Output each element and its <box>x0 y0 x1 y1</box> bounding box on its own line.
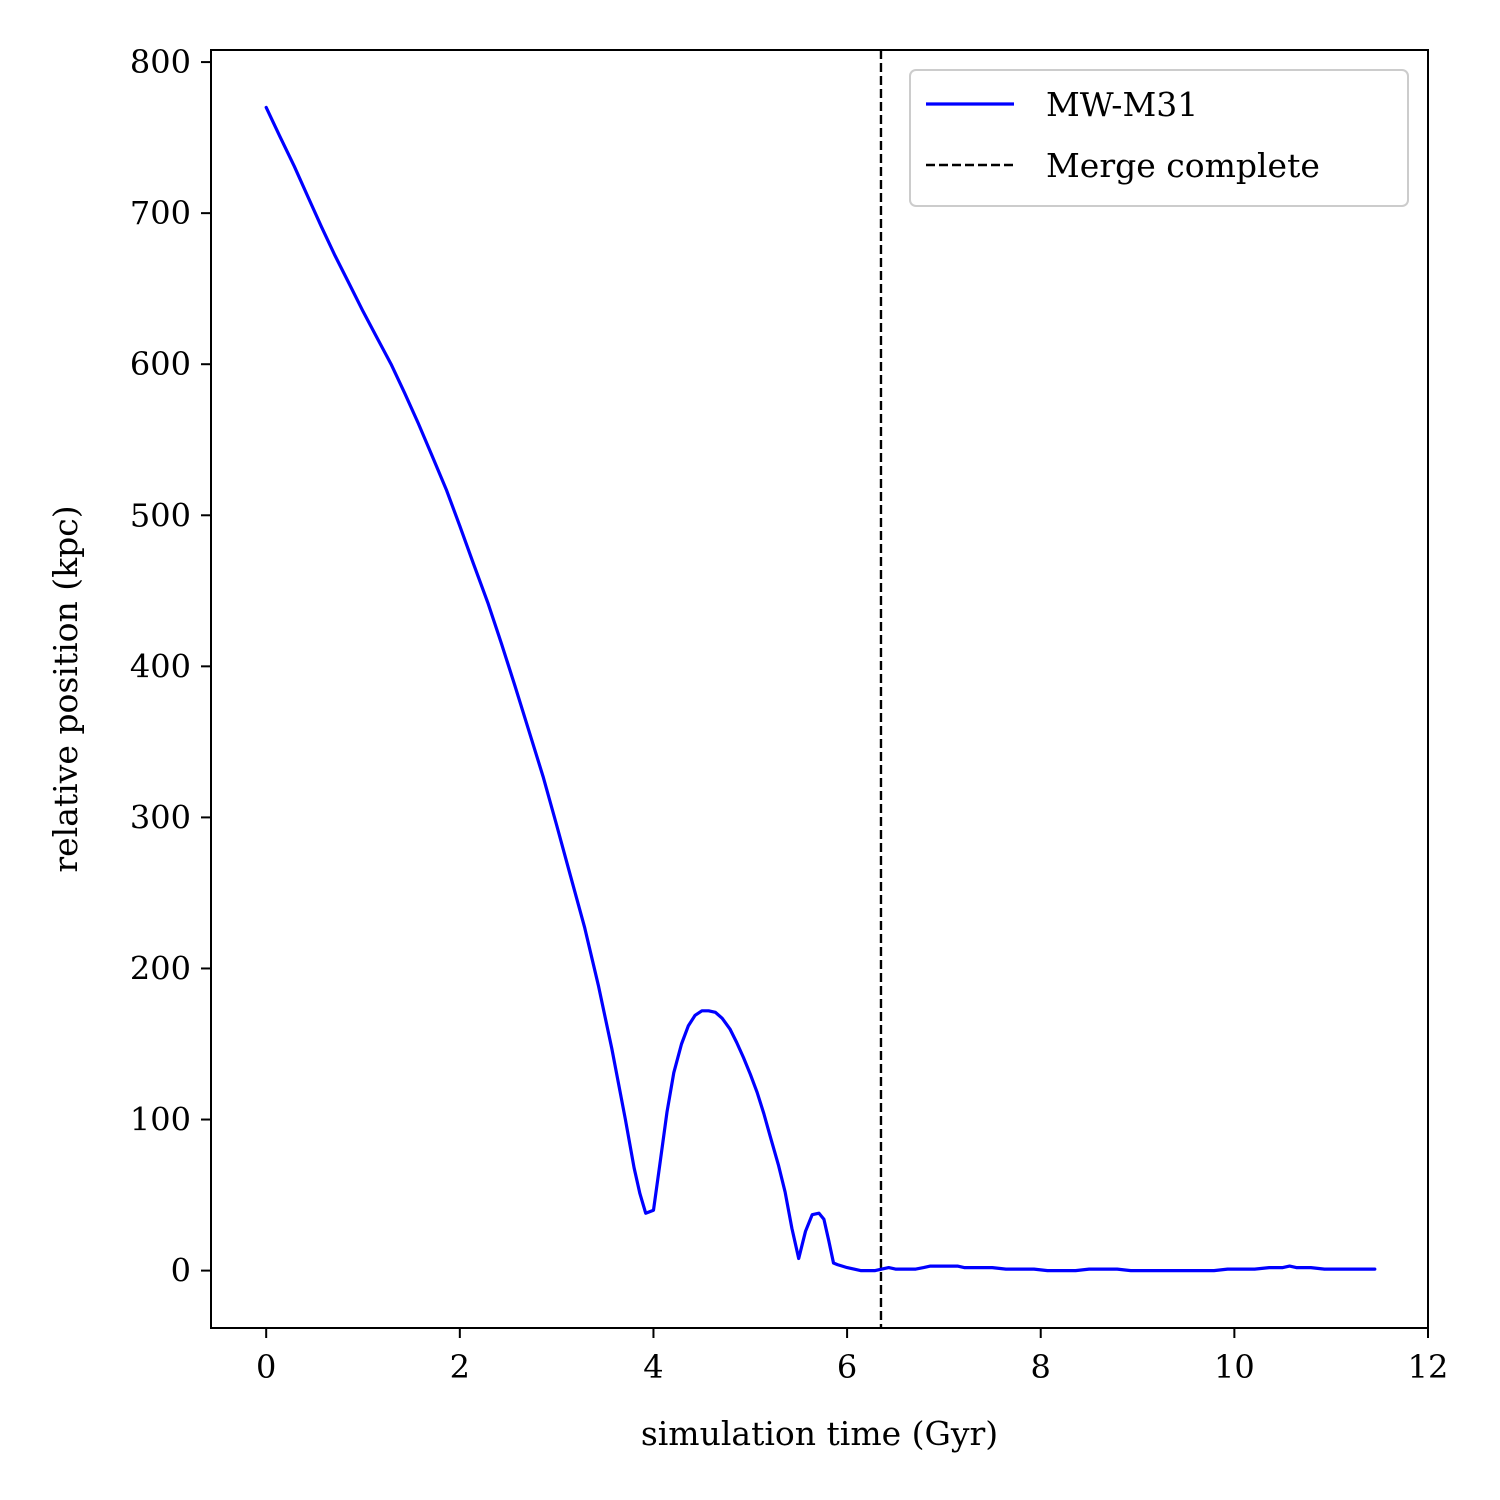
legend-label-merge-complete: Merge complete <box>1046 146 1320 185</box>
series-layer <box>264 105 1377 1273</box>
x-tick-label: 4 <box>643 1348 663 1386</box>
x-axis-ticks: 0 2 4 6 8 10 12 <box>256 1328 1448 1386</box>
y-tick-label: 0 <box>171 1252 191 1290</box>
y-axis-ticks: 0 100 200 300 400 500 600 700 800 <box>130 43 211 1290</box>
x-tick-label: 6 <box>837 1348 857 1386</box>
y-tick-label: 100 <box>130 1101 191 1139</box>
x-tick-label: 8 <box>1031 1348 1051 1386</box>
y-tick-label: 200 <box>130 949 191 987</box>
legend-label-mw-m31: MW-M31 <box>1046 85 1198 124</box>
y-tick-label: 500 <box>130 496 191 534</box>
legend-box <box>909 69 1409 207</box>
x-tick-label: 0 <box>256 1348 276 1386</box>
y-tick-label: 600 <box>130 345 191 383</box>
x-axis-label: simulation time (Gyr) <box>641 1414 998 1453</box>
x-tick-label: 12 <box>1408 1348 1449 1386</box>
series-line-mw-m31 <box>264 105 1377 1273</box>
y-tick-label: 400 <box>130 647 191 685</box>
y-tick-label: 700 <box>130 194 191 232</box>
y-tick-label: 300 <box>130 798 191 836</box>
x-tick-label: 2 <box>450 1348 470 1386</box>
legend: MW-M31 Merge complete <box>909 69 1409 207</box>
plot-frame <box>210 49 1429 1329</box>
y-tick-label: 800 <box>130 43 191 81</box>
y-axis-label: relative position (kpc) <box>46 505 85 872</box>
x-tick-label: 10 <box>1214 1348 1255 1386</box>
